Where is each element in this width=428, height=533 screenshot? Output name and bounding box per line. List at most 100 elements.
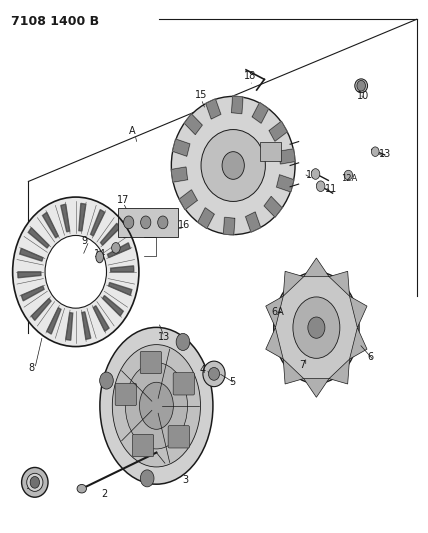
- Ellipse shape: [13, 197, 139, 346]
- Ellipse shape: [125, 362, 187, 449]
- Text: 14: 14: [94, 249, 106, 259]
- Text: 9: 9: [82, 236, 88, 246]
- FancyBboxPatch shape: [260, 142, 281, 161]
- Ellipse shape: [355, 79, 368, 93]
- Polygon shape: [107, 243, 130, 257]
- Polygon shape: [283, 271, 304, 296]
- Text: 2: 2: [101, 489, 107, 499]
- Circle shape: [100, 372, 113, 389]
- Polygon shape: [42, 212, 58, 238]
- Circle shape: [311, 168, 320, 179]
- Polygon shape: [206, 99, 221, 119]
- Polygon shape: [47, 308, 61, 334]
- Polygon shape: [31, 298, 51, 320]
- FancyBboxPatch shape: [140, 351, 162, 374]
- Polygon shape: [103, 296, 123, 316]
- Polygon shape: [329, 359, 350, 384]
- Polygon shape: [172, 139, 190, 156]
- Polygon shape: [304, 378, 329, 397]
- Ellipse shape: [27, 473, 43, 491]
- Polygon shape: [91, 209, 105, 236]
- Text: 1: 1: [26, 481, 33, 490]
- Circle shape: [308, 317, 325, 338]
- Polygon shape: [264, 197, 282, 217]
- Ellipse shape: [171, 96, 295, 235]
- Text: 7: 7: [299, 360, 306, 370]
- Ellipse shape: [293, 297, 340, 358]
- Text: 6: 6: [368, 352, 374, 362]
- Circle shape: [316, 181, 325, 191]
- Polygon shape: [28, 228, 49, 248]
- Polygon shape: [179, 190, 197, 209]
- Polygon shape: [198, 208, 214, 229]
- Polygon shape: [66, 312, 73, 340]
- Circle shape: [357, 80, 366, 91]
- Ellipse shape: [96, 251, 104, 263]
- Polygon shape: [101, 223, 120, 245]
- Ellipse shape: [140, 382, 173, 429]
- Circle shape: [176, 334, 190, 351]
- Polygon shape: [304, 258, 329, 277]
- Text: 12: 12: [306, 170, 318, 180]
- Ellipse shape: [222, 152, 244, 179]
- Polygon shape: [61, 204, 70, 232]
- Text: A: A: [129, 126, 135, 136]
- Ellipse shape: [203, 361, 225, 386]
- Polygon shape: [110, 266, 134, 272]
- Polygon shape: [252, 102, 268, 123]
- Text: 5: 5: [229, 377, 235, 387]
- Polygon shape: [350, 296, 367, 328]
- FancyBboxPatch shape: [115, 383, 137, 406]
- Polygon shape: [246, 212, 261, 232]
- Text: 7108 1400 B: 7108 1400 B: [12, 15, 99, 28]
- Polygon shape: [329, 271, 350, 296]
- Polygon shape: [266, 328, 283, 359]
- Polygon shape: [109, 282, 132, 295]
- Polygon shape: [350, 328, 367, 359]
- Circle shape: [372, 147, 379, 157]
- Text: 6A: 6A: [272, 306, 284, 317]
- Polygon shape: [21, 286, 44, 301]
- FancyBboxPatch shape: [118, 208, 178, 237]
- Ellipse shape: [112, 345, 200, 467]
- Text: 18: 18: [244, 71, 256, 81]
- Circle shape: [158, 216, 168, 229]
- Ellipse shape: [201, 130, 265, 201]
- Polygon shape: [232, 96, 243, 114]
- Polygon shape: [223, 217, 235, 235]
- Polygon shape: [269, 122, 287, 141]
- Text: 4: 4: [199, 365, 205, 375]
- Polygon shape: [93, 306, 109, 332]
- Circle shape: [141, 216, 151, 229]
- FancyBboxPatch shape: [173, 373, 194, 395]
- Circle shape: [112, 243, 120, 253]
- Ellipse shape: [77, 484, 86, 493]
- Ellipse shape: [45, 236, 107, 308]
- Polygon shape: [82, 312, 91, 340]
- Text: 8: 8: [28, 362, 35, 373]
- Text: 13: 13: [379, 149, 391, 159]
- Circle shape: [30, 477, 39, 488]
- Text: 11: 11: [325, 184, 337, 194]
- Polygon shape: [276, 175, 294, 192]
- Polygon shape: [171, 167, 187, 182]
- Polygon shape: [283, 359, 304, 384]
- Text: 17: 17: [117, 195, 129, 205]
- Polygon shape: [184, 114, 202, 134]
- Polygon shape: [18, 272, 41, 278]
- Circle shape: [140, 470, 154, 487]
- Polygon shape: [266, 296, 283, 328]
- Text: 13: 13: [158, 332, 170, 342]
- Text: 15: 15: [195, 90, 207, 100]
- Circle shape: [124, 216, 134, 229]
- Polygon shape: [79, 204, 86, 231]
- Ellipse shape: [274, 272, 359, 383]
- Ellipse shape: [100, 327, 213, 484]
- Ellipse shape: [344, 170, 353, 180]
- Text: 10: 10: [357, 91, 369, 101]
- Text: 3: 3: [182, 475, 188, 485]
- Polygon shape: [279, 149, 295, 164]
- Ellipse shape: [208, 368, 220, 380]
- Ellipse shape: [21, 467, 48, 497]
- FancyBboxPatch shape: [132, 434, 154, 457]
